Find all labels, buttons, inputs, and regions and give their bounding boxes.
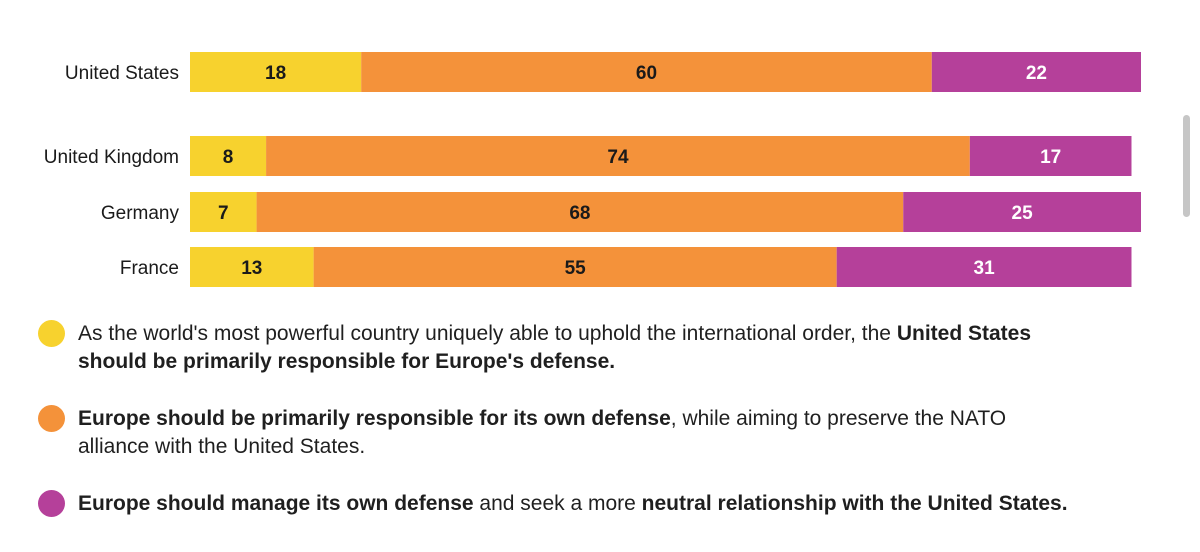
bar-segment-united-states-0 (190, 52, 362, 92)
category-label-germany: Germany (101, 203, 180, 224)
legend-text: Europe should be primarily responsible f… (78, 405, 1078, 461)
legend-text-part: Europe should be primarily responsible f… (78, 407, 671, 430)
legend-text-part: , while aiming to preserve the NATO alli… (78, 407, 1007, 458)
data-label-france-2: 31 (974, 258, 996, 279)
legend-text: Europe should manage its own defense and… (78, 490, 1078, 518)
data-label-united-states-1: 60 (636, 63, 657, 84)
data-label-united-states-0: 18 (265, 63, 286, 84)
bar-segment-germany-2 (903, 192, 1141, 232)
bar-segment-united-states-2 (931, 52, 1141, 92)
bar-segment-germany-0 (190, 192, 257, 232)
bar-segment-united-states-1 (361, 52, 932, 92)
data-label-germany-2: 25 (1012, 203, 1034, 224)
data-label-united-kingdom-0: 8 (223, 147, 234, 168)
bar-segment-france-1 (313, 247, 837, 287)
scrollbar-thumb[interactable] (1183, 115, 1190, 217)
bar-segment-united-kingdom-2 (969, 136, 1132, 176)
legend-orange-dot (38, 405, 65, 432)
bar-segment-united-kingdom-1 (266, 136, 970, 176)
legend-item-europe-responsible: Europe should be primarily responsible f… (38, 405, 1078, 461)
category-label-united-states: United States (65, 63, 179, 84)
category-label-united-kingdom: United Kingdom (44, 147, 179, 168)
legend-item-us-responsible: As the world's most powerful country uni… (38, 320, 1078, 376)
legend-yellow-dot (38, 320, 65, 347)
data-label-france-1: 55 (565, 258, 587, 279)
legend-text-part: and seek a more (473, 492, 642, 515)
data-label-united-kingdom-1: 74 (607, 147, 629, 168)
data-label-france-0: 13 (241, 258, 262, 279)
legend-text-part: neutral relationship with the United Sta… (641, 492, 1068, 515)
data-label-germany-0: 7 (218, 203, 229, 224)
legend-text-part: United States should be primarily respon… (78, 322, 1032, 373)
stacked-bar-chart: United States 18 60 22 United Kingdom 8 74 17 Ge… (44, 52, 1141, 287)
data-label-united-kingdom-2: 17 (1040, 147, 1061, 168)
bar-segment-germany-1 (256, 192, 904, 232)
legend-text-part: Europe should manage its own defense (78, 492, 474, 515)
legend-text-part: As the world's most powerful country uni… (78, 322, 897, 345)
bar-segment-france-2 (836, 247, 1132, 287)
legend-purple-dot (38, 490, 65, 517)
data-label-united-states-2: 22 (1026, 63, 1047, 84)
bar-segment-united-kingdom-0 (190, 136, 267, 176)
data-label-germany-1: 68 (569, 203, 590, 224)
legend-text: As the world's most powerful country uni… (78, 320, 1078, 376)
bar-segment-france-0 (190, 247, 314, 287)
category-label-france: France (120, 258, 179, 279)
legend-item-europe-neutral: Europe should manage its own defense and… (38, 490, 1078, 518)
